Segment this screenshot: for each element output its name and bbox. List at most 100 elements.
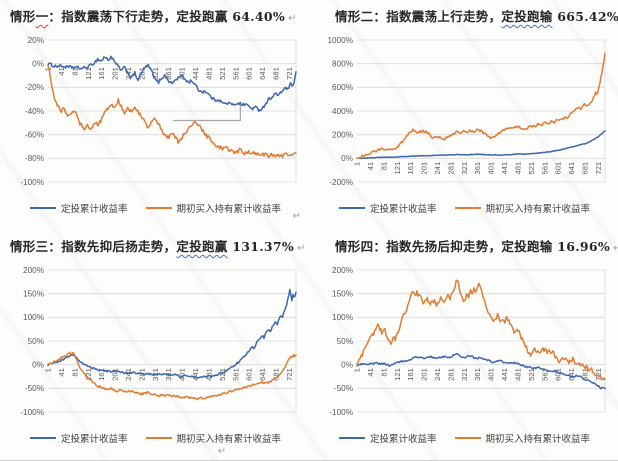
legend-line-swatch [29,207,56,209]
y-axis-tick-label: 20% [28,36,44,45]
x-axis-tick-label: 681 [271,368,280,381]
chart-panel-3: 情形三：指数先抑后扬走势，定投跑赢 131.37% ↵ 200% 150% 100% 50… [0,230,309,460]
series-line-dca [356,130,606,160]
y-axis-tick-label: 0% [341,360,353,369]
gridlines [48,39,297,183]
chart-legend: 定投累计收益率 期初买入持有累计收益率 ↵ [10,198,301,222]
x-axis-tick-label: 521 [218,368,227,381]
y-axis-tick-label: 200% [23,266,44,275]
title-segment: 定投跑输 [501,9,553,24]
x-axis-tick-label: 481 [204,67,213,80]
x-axis-tick-label: 601 [245,368,254,381]
callout-artifact [173,101,241,122]
x-axis-tick-label: 161 [97,67,106,80]
series-line-buyhold [356,279,606,381]
y-axis-tick-label: -80% [25,154,44,163]
x-axis-tick-label: 121 [393,162,402,175]
legend-label: 期初买入持有累计收益率 [485,204,591,215]
y-axis-tick-label: 50% [337,337,353,346]
legend-item-buyhold: 期初买入持有累计收益率 [145,201,282,215]
legend-line-swatch [145,207,172,209]
y-axis-tick-label: -50% [25,384,44,393]
x-axis-tick-label: 1 [353,162,362,166]
x-axis-tick-label: 161 [406,162,415,175]
y-axis-labels: 1000% 800% 600% 400% 200% 0% -200% [328,36,354,187]
panel-title: 情形三：指数先抑后扬走势，定投跑赢 131.37% ↵ [10,236,305,260]
x-axis-tick-label: 721 [594,162,603,175]
x-axis-tick-label: 121 [84,67,93,80]
y-axis-labels: 200% 150% 100% 50% 0% -50% -100% [329,266,353,417]
x-axis-tick-label: 681 [580,162,589,175]
legend-line-swatch [338,207,365,209]
x-axis-tick-label: 121 [84,368,93,381]
x-axis-tick-label: 321 [460,368,469,381]
x-axis-tick-label: 641 [567,162,576,175]
series-line-buyhold [356,52,606,160]
chart-canvas: 20% 0% -20% -40% -60% -80% -100% 1 41 81 121 161 201… [20,36,297,187]
x-axis-tick-label: 161 [406,368,415,381]
paragraph-mark-icon: ↵ [613,243,618,254]
x-axis-tick-label: 521 [527,368,536,381]
legend-item-dca: 定投累计收益率 [338,431,437,445]
y-axis-tick-label: -60% [25,130,44,139]
y-axis-tick-label: 0% [32,59,44,68]
x-axis-tick-label: 361 [164,67,173,80]
x-axis-tick-label: 441 [191,368,200,381]
x-axis-tick-label: 601 [554,368,563,381]
gridlines [357,39,606,183]
x-axis-tick-label: 201 [111,67,120,80]
x-axis-tick-label: 41 [366,368,375,376]
x-axis-tick-label: 361 [473,162,482,175]
chart-legend: 定投累计收益率 期初买入持有累计收益率 [10,428,301,448]
y-axis-tick-label: 0% [32,360,44,369]
chart-canvas: 200% 150% 100% 50% 0% -50% -100% 1 41 81 121 161 201… [329,266,606,417]
title-segment: 情形四：指数先扬后抑走势，定投跑输 16.96% [335,239,611,254]
y-axis-tick-label: -100% [20,178,44,187]
panel-title: 情形四：指数先扬后抑走势，定投跑输 16.96%↵ [319,236,618,260]
title-segment: 情形 [10,9,36,24]
x-axis-tick-label: 481 [513,368,522,381]
legend-item-dca: 定投累计收益率 [29,431,128,445]
y-axis-tick-label: 100% [23,313,44,322]
x-axis-tick-label: 481 [513,162,522,175]
chart-legend: 定投累计收益率 期初买入持有累计收益率 [319,428,610,448]
x-axis-tick-label: 1 [353,368,362,372]
legend-item-buyhold: 期初买入持有累计收益率 [454,431,591,445]
x-axis-tick-label: 121 [393,368,402,381]
x-axis-tick-label: 561 [540,368,549,381]
legend-line-swatch [29,437,56,439]
title-segment: 定投跑赢 [176,239,228,254]
chart-panel-1: 情形一：指数震荡下行走势，定投跑赢 64.40% ↵ 20% 0% -20% -40% -6… [0,0,309,230]
x-axis-tick-label: 721 [285,67,294,80]
y-axis-tick-label: 50% [28,337,44,346]
title-segment: 131.37% [227,239,295,254]
panel-title: 情形一：指数震荡下行走势，定投跑赢 64.40% ↵ [10,6,301,30]
legend-label: 定投累计收益率 [369,204,437,215]
x-axis-tick-label: 681 [271,67,280,80]
legend-label: 期初买入持有累计收益率 [176,204,282,215]
gridlines [357,269,606,413]
y-axis-tick-label: -100% [329,408,353,417]
x-axis-tick-label: 241 [124,368,133,381]
x-axis-tick-label: 601 [245,67,254,80]
x-axis-tick-label: 401 [178,67,187,80]
series-line-buyhold [47,351,297,401]
paragraph-mark-icon: ↵ [217,446,227,457]
x-axis-tick-label: 81 [70,67,79,75]
legend-line-swatch [145,437,172,439]
y-axis-tick-label: -50% [334,384,353,393]
x-axis-tick-label: 641 [258,368,267,381]
y-axis-tick-label: 400% [332,107,353,116]
x-axis-tick-label: 441 [500,368,509,381]
x-axis-tick-label: 441 [191,67,200,80]
legend-line-swatch [454,437,481,439]
x-axis-tick-label: 201 [111,368,120,381]
y-axis-tick-label: 150% [332,289,353,298]
y-axis-labels: 200% 150% 100% 50% 0% -50% -100% [20,266,44,417]
title-segment: ：指数震荡下行走势，定投跑赢 64.40% [48,9,286,24]
legend-label: 期初买入持有累计收益率 [485,434,591,445]
legend-line-swatch [338,437,365,439]
title-segment: 情形三：指数先抑后扬走势， [10,239,177,254]
x-axis-tick-label: 281 [446,162,455,175]
x-axis-labels: 1 41 81 121 161 201 241 281 321 361 401 441 481 521 56… [353,162,603,175]
